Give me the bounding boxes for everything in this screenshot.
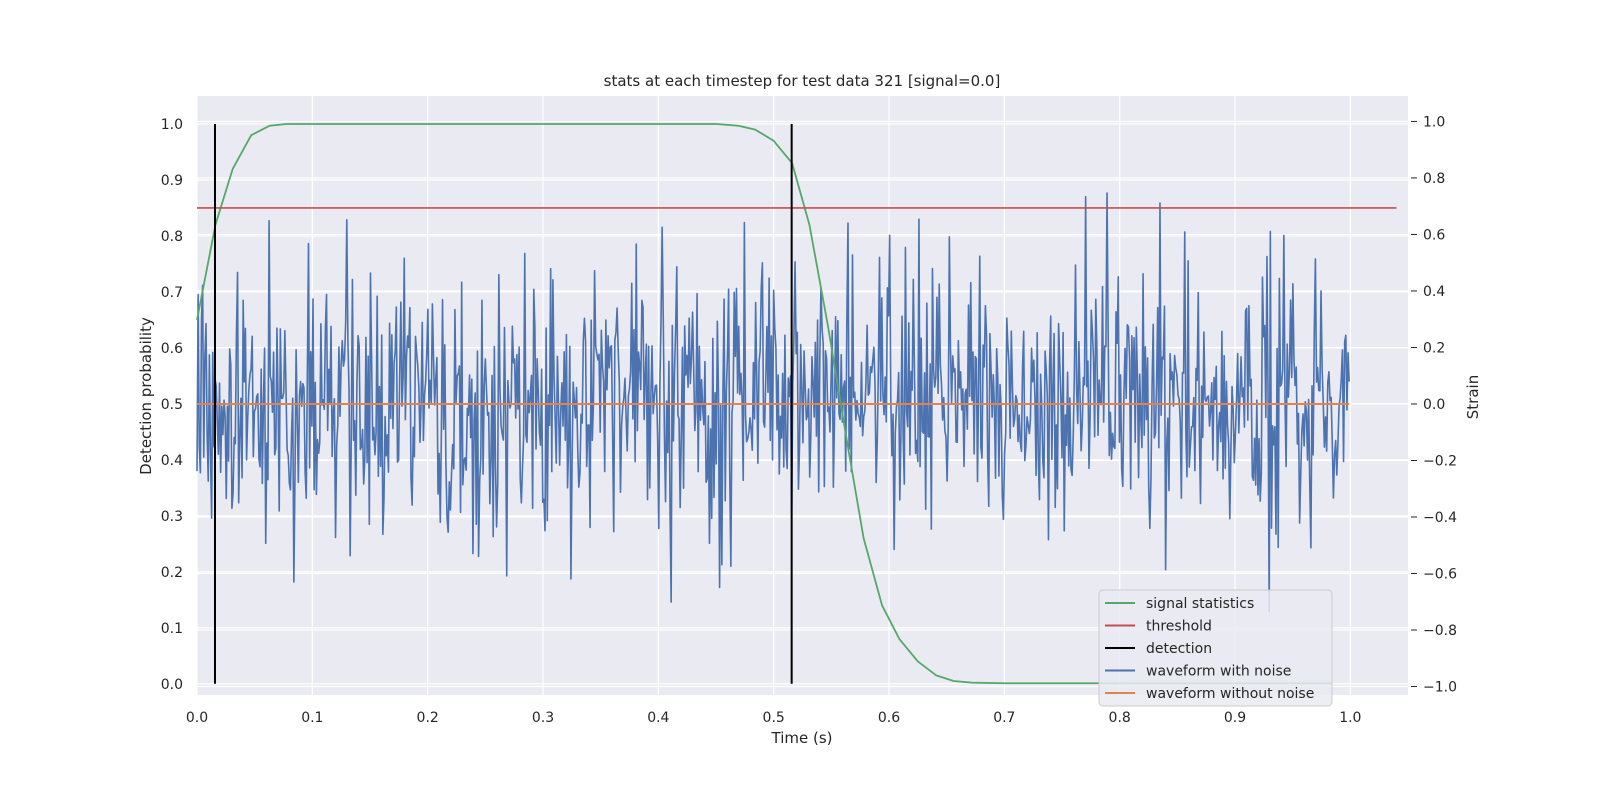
legend-label: waveform without noise [1146,686,1314,702]
x-tick-label: 0.5 [763,710,785,726]
x-tick-label: 0.4 [647,710,669,726]
y2-tick-label: 0.2 [1423,340,1445,356]
y-tick-label: 0.9 [161,173,183,189]
y-tick-label: 0.3 [161,509,183,525]
y-tick-label: 1.0 [161,117,183,133]
y2-tick-label: 1.0 [1423,114,1445,130]
series-waveform-with-noise [196,192,1350,613]
x-tick-label: 0.7 [993,710,1015,726]
y2-tick-label: −1.0 [1423,680,1457,696]
y-tick-label: 0.0 [161,677,183,693]
x-tick-label: 0.1 [301,710,323,726]
legend-label: threshold [1146,619,1212,635]
y2-tick-label: 0.4 [1423,284,1445,300]
legend-label: detection [1146,641,1212,657]
x-tick-label: 0.8 [1109,710,1131,726]
series-layer [196,123,1397,685]
legend-label: waveform with noise [1146,664,1291,680]
y2-axis-title: Strain [1464,375,1482,419]
x-tick-label: 0.0 [186,710,208,726]
y2-tick-label: −0.4 [1423,510,1457,526]
y-tick-label: 0.2 [161,565,183,581]
y2-tick-label: 0.8 [1423,171,1445,187]
x-tick-label: 1.0 [1339,710,1361,726]
y-tick-label: 0.5 [161,397,183,413]
y2-tick-label: −0.2 [1423,453,1457,469]
ticks-layer: 0.0 0.1 0.2 0.3 0.4 0.5 0.6 0.7 0.8 0.9 1.0 0.0 0.1 0… [161,114,1457,726]
x-axis-title: Time (s) [771,729,833,747]
y2-tick-label: −0.8 [1423,623,1457,639]
y-tick-label: 0.6 [161,341,183,357]
y-axis-title: Detection probability [137,317,155,475]
y-tick-label: 0.7 [161,285,183,301]
legend-box [1098,589,1333,707]
y-tick-label: 0.4 [161,453,183,469]
chart-title: stats at each timestep for test data 321… [604,72,1001,90]
y2-tick-label: 0.0 [1423,397,1445,413]
legend: signal statistics threshold detection wavef… [1098,589,1333,707]
y-tick-label: 0.1 [161,621,183,637]
x-tick-label: 0.2 [417,710,439,726]
y2-tick-label: 0.6 [1423,227,1445,243]
y-tick-label: 0.8 [161,229,183,245]
x-tick-label: 0.3 [532,710,554,726]
x-tick-label: 0.6 [878,710,900,726]
x-tick-label: 0.9 [1224,710,1246,726]
legend-label: signal statistics [1146,596,1254,612]
y2-tick-label: −0.6 [1423,567,1457,583]
